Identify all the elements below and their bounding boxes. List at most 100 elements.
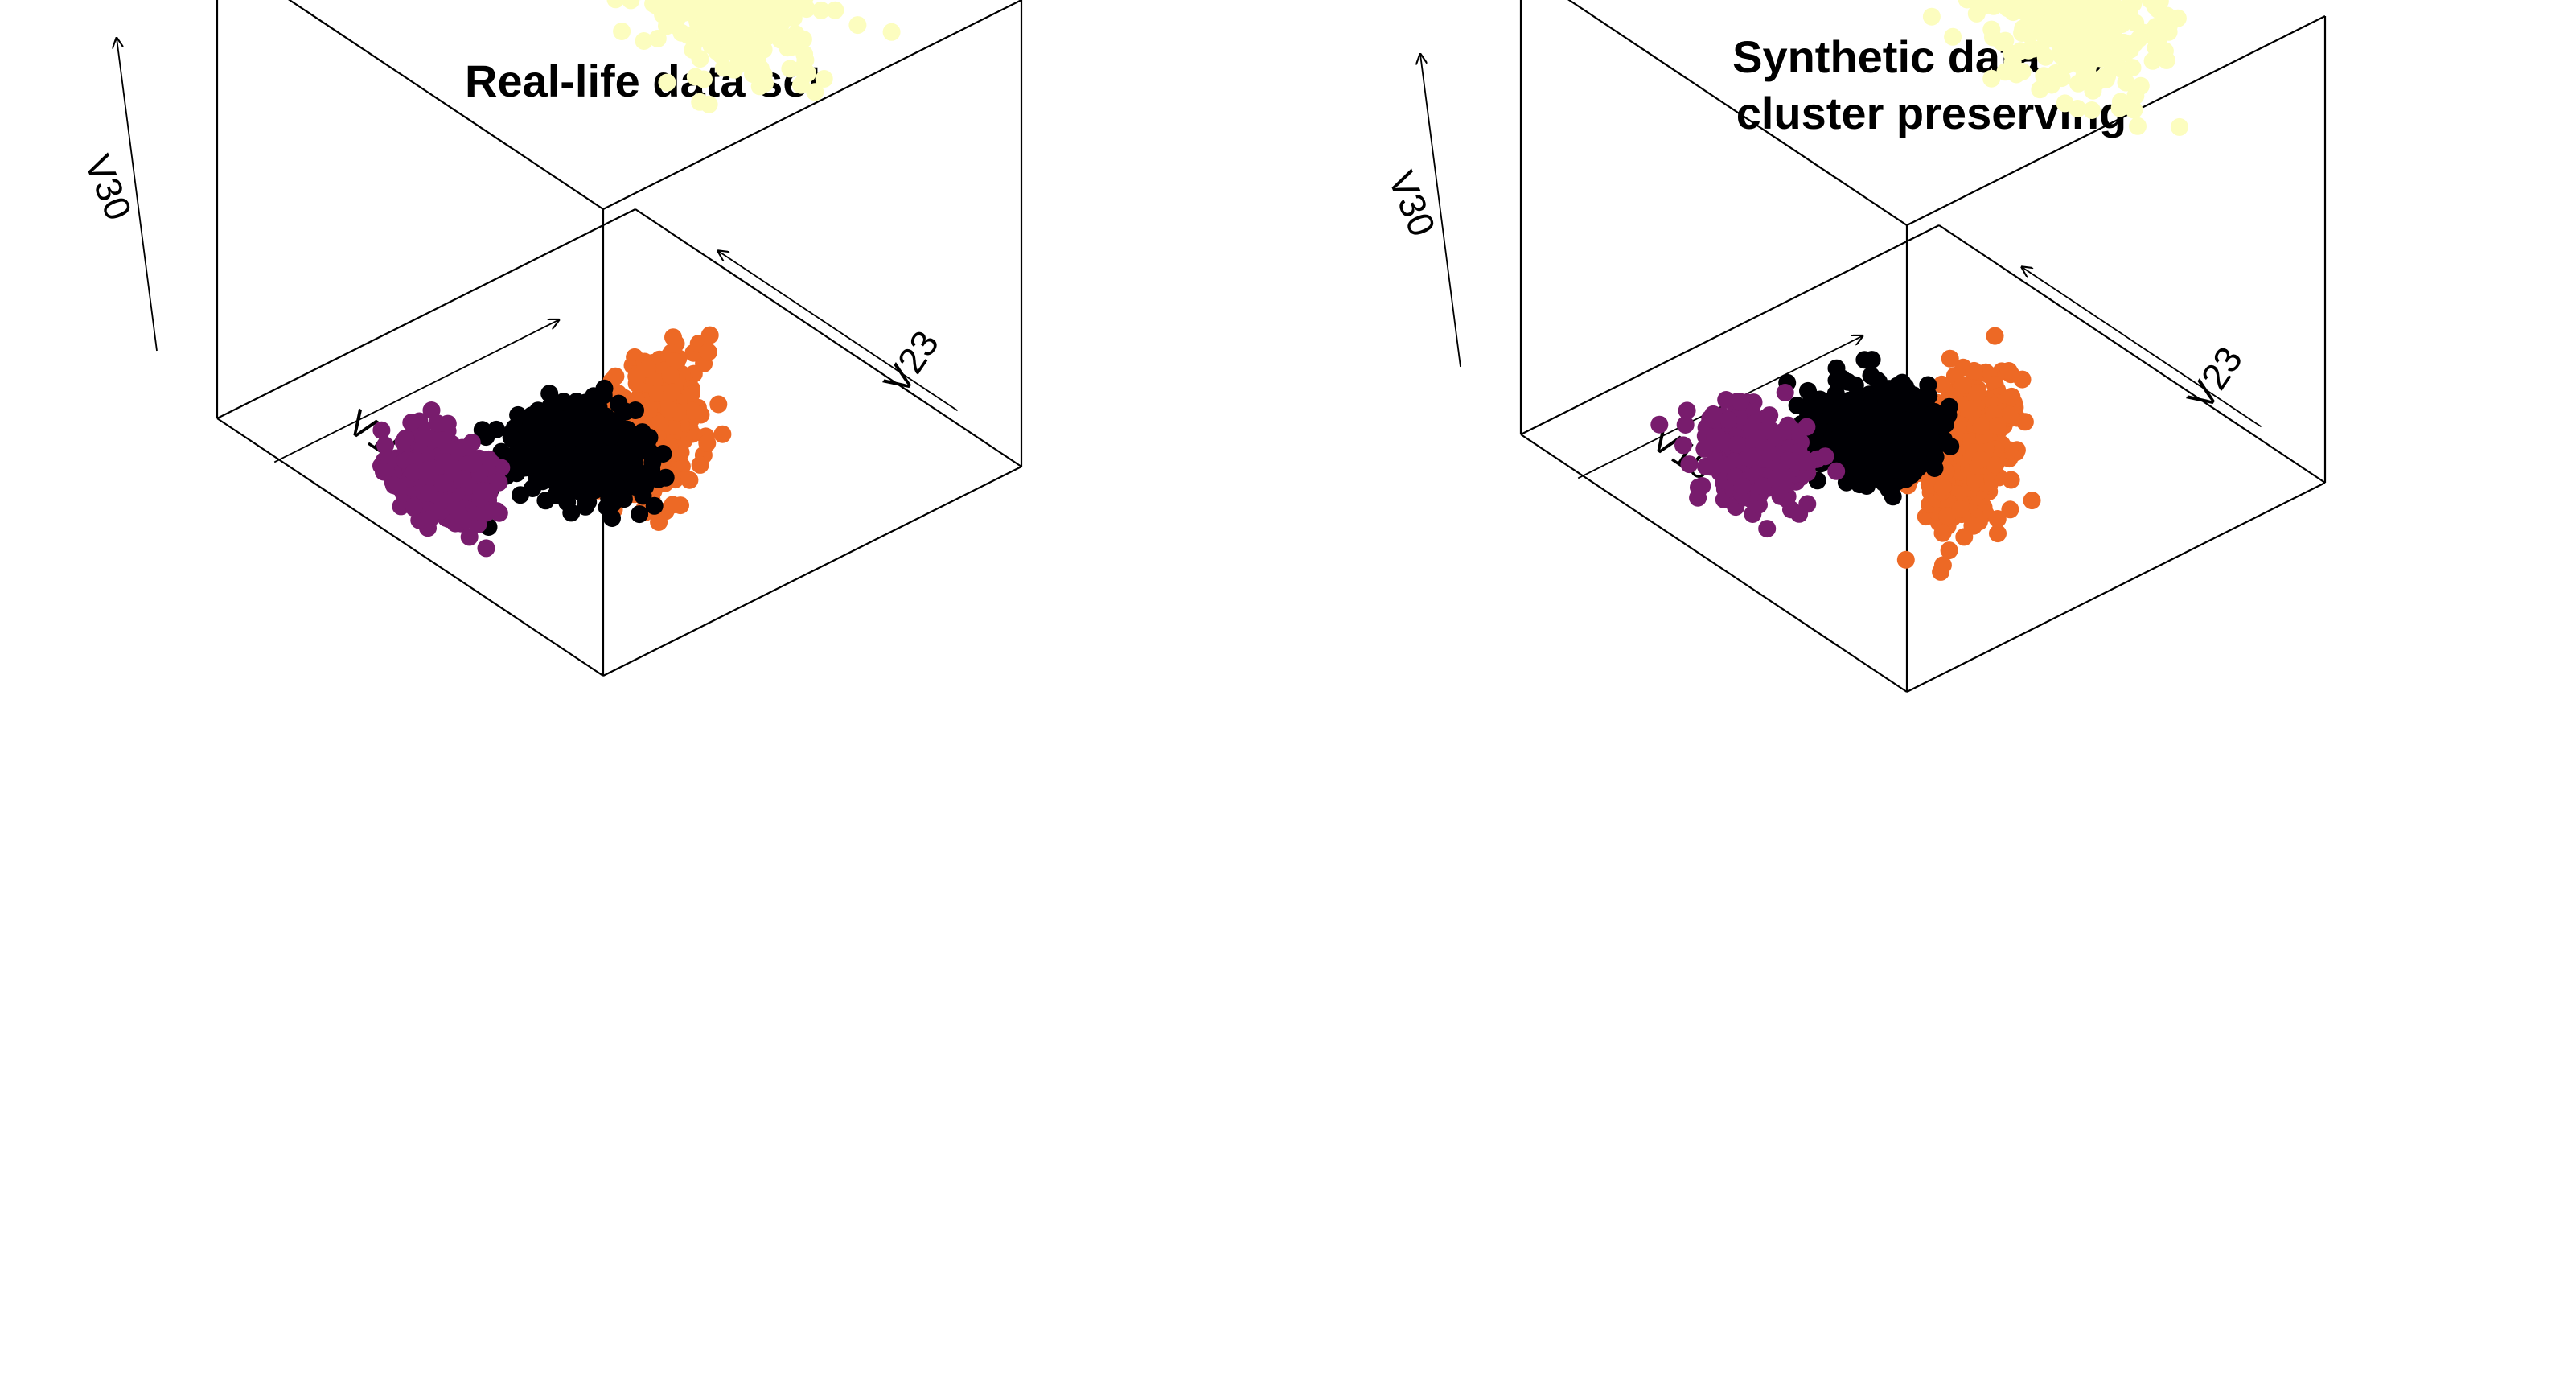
data-point [882,23,901,41]
data-point [1744,447,1762,466]
data-point [2159,17,2178,35]
data-point [472,482,491,500]
data-point [1769,469,1787,487]
data-point [2002,471,2020,489]
data-point [2170,117,2188,136]
edge-x-bottom [1520,434,1908,693]
panel-real-life: Real-life data set V10V23V30 [76,0,1023,677]
data-point [635,32,653,50]
data-point [594,413,612,431]
data-point [639,400,658,418]
data-point [1944,27,1962,46]
data-point [727,32,746,51]
data-point [2001,405,2019,424]
data-point [648,30,667,47]
data-point [1989,525,2007,543]
data-point [1680,455,1699,474]
data-point [661,366,680,385]
data-point [376,436,394,455]
edge-y-top [1906,15,2326,226]
data-point [721,7,740,26]
data-point [635,442,654,460]
data-point [2040,14,2058,32]
data-point [1839,437,1857,455]
data-point [2070,44,2089,63]
data-point [2085,50,2103,68]
data-point [2083,101,2101,119]
data-point [1868,371,1886,389]
data-point [698,434,717,452]
data-point [414,430,433,447]
edge-x-front [635,208,1022,467]
data-point [2111,43,2130,61]
data-point [421,510,439,529]
data-point [691,455,709,474]
data-point [2001,500,2019,519]
box-frame [1519,0,2327,693]
data-point [2111,93,2130,111]
data-point [2082,4,2101,23]
data-point [502,428,520,447]
data-point [606,367,625,385]
data-point [1941,349,1959,368]
data-point [2111,60,2130,78]
data-point [606,0,625,9]
data-point [626,478,644,496]
data-point [512,486,529,504]
data-point [683,401,701,420]
axis-z-arrow [1420,54,1461,368]
data-point [1955,528,1974,546]
data-point [1799,381,1817,400]
data-point [1776,384,1794,401]
data-point [709,395,728,414]
data-point [1798,495,1817,513]
data-point [710,19,729,37]
series-1 [1896,327,2041,581]
edge-x-bottom [216,418,604,677]
data-point [645,496,664,515]
data-point [651,414,669,433]
data-point [532,426,551,444]
data-point [1941,437,1960,455]
data-point [1816,447,1834,466]
data-point [454,509,473,528]
series-0 [606,0,901,113]
data-point [509,405,528,424]
series-0 [1922,0,2188,136]
data-point [1993,33,2011,51]
data-point [2064,19,2083,38]
data-point [787,0,805,7]
edge-y-bottom [602,466,1022,677]
data-point [725,60,743,79]
data-point [1982,0,2000,6]
data-point [700,326,719,344]
data-point [2036,47,2055,66]
data-point [2050,26,2068,44]
data-point [754,25,773,43]
data-point [1851,399,1869,418]
data-point [384,476,403,495]
scatter3d-plot: V10V23V30 [1380,0,2327,693]
data-point [772,14,791,33]
data-point [553,430,572,449]
data-point [396,429,415,447]
data-point [621,0,639,8]
data-point [1982,69,2001,88]
data-point [2052,6,2070,24]
data-point [1954,376,1972,394]
data-point [1833,369,1851,388]
axis-z-label: V30 [1380,165,1444,241]
data-point [826,1,844,19]
axis-x-arrow [1577,336,1863,479]
data-point [757,8,775,27]
data-point [791,76,810,94]
data-point [1690,478,1707,496]
axis-z-label: V30 [76,149,140,225]
edge-y-top [602,0,1022,210]
data-point [613,456,631,475]
data-point [2073,0,2085,2]
data-point [664,496,682,514]
data-point [812,1,830,19]
data-point [558,493,577,512]
